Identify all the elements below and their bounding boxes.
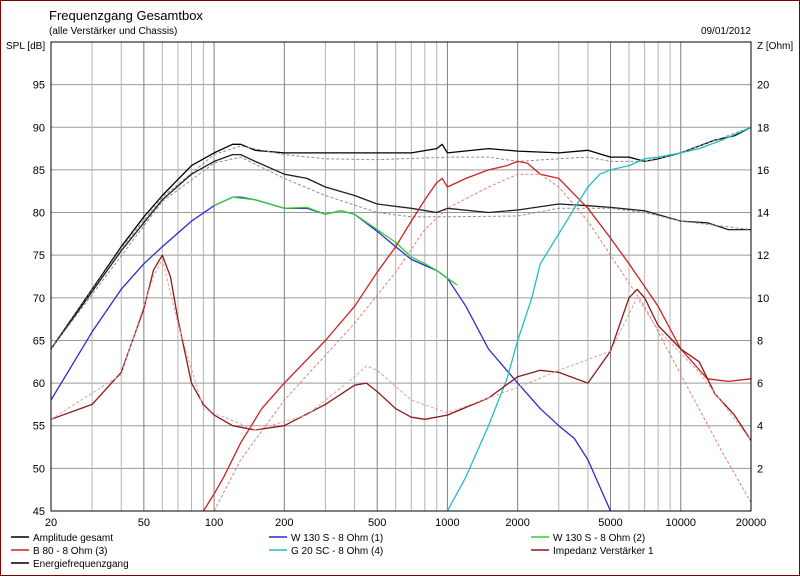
x-tick-label: 1000 <box>435 517 459 529</box>
chart-title: Frequenzgang Gesamtbox <box>49 8 203 23</box>
x-tick-label: 200 <box>275 517 293 529</box>
series-line <box>50 156 752 350</box>
y-axis-label: SPL [dB] <box>6 41 45 52</box>
y2-tick-label: 4 <box>757 421 763 433</box>
series-line <box>50 254 752 441</box>
series-line <box>50 126 752 350</box>
y-tick-label: 55 <box>33 421 45 433</box>
y2-tick-label: 14 <box>757 208 769 220</box>
y2-tick-label: 18 <box>757 122 769 134</box>
x-tick-label: 5000 <box>598 517 622 529</box>
series-line <box>446 126 752 512</box>
axis-ticks: 20 50 100 200 500 1000 2000 5000 10000 20000 45 50 5… <box>33 80 770 529</box>
y-tick-label: 80 <box>33 208 45 220</box>
y-tick-label: 85 <box>33 165 45 177</box>
legend: Amplitude gesamt W 130 S - 8 Ohm (1) W 130… <box>11 533 654 570</box>
series-line <box>213 196 458 286</box>
legend-label: W 130 S - 8 Ohm (1) <box>291 533 383 544</box>
y2-tick-label: 20 <box>757 80 769 92</box>
y-tick-label: 90 <box>33 122 45 134</box>
x-tick-label: 100 <box>205 517 223 529</box>
x-tick-label: 2000 <box>505 517 529 529</box>
x-tick-label: 20000 <box>736 517 767 529</box>
y-tick-label: 50 <box>33 463 45 475</box>
series-line <box>202 160 752 512</box>
chart-subtitle: (alle Verstärker und Chassis) <box>49 26 177 37</box>
legend-label: G 20 SC - 8 Ohm (4) <box>291 546 383 557</box>
grid <box>51 42 751 511</box>
legend-label: B 80 - 8 Ohm (3) <box>33 546 107 557</box>
y2-tick-label: 2 <box>757 463 763 475</box>
y-tick-label: 60 <box>33 378 45 390</box>
series-group <box>50 126 752 512</box>
y-tick-label: 95 <box>33 80 45 92</box>
y2-axis-label: Z [Ohm] <box>757 41 793 52</box>
y2-tick-label: 16 <box>757 165 769 177</box>
x-tick-label: 500 <box>368 517 386 529</box>
y-tick-label: 65 <box>33 335 45 347</box>
chart-date: 09/01/2012 <box>701 26 751 37</box>
series-line <box>50 153 751 350</box>
series-line <box>50 196 612 512</box>
y-tick-label: 75 <box>33 250 45 262</box>
series-line <box>50 258 752 441</box>
series-line <box>213 173 752 512</box>
legend-label: Impedanz Verstärker 1 <box>553 546 654 557</box>
y2-tick-label: 12 <box>757 250 769 262</box>
x-tick-label: 50 <box>138 517 150 529</box>
y2-tick-label: 8 <box>757 335 763 347</box>
y-tick-label: 70 <box>33 293 45 305</box>
legend-label: Energiefrequenzgang <box>33 559 129 570</box>
series-line <box>50 126 752 350</box>
y2-tick-label: 6 <box>757 378 763 390</box>
x-tick-label: 10000 <box>665 517 696 529</box>
legend-label: W 130 S - 8 Ohm (2) <box>553 533 645 544</box>
legend-label: Amplitude gesamt <box>33 533 113 544</box>
x-tick-label: 20 <box>45 517 57 529</box>
y2-tick-label: 10 <box>757 293 769 305</box>
y-tick-label: 45 <box>33 506 45 518</box>
plot-frame <box>50 41 752 512</box>
